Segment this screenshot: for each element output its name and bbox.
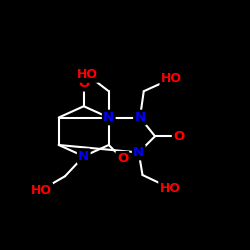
Text: N: N <box>134 111 145 124</box>
Text: HO: HO <box>77 68 98 82</box>
Text: O: O <box>173 130 184 143</box>
Text: O: O <box>78 77 90 90</box>
Text: N: N <box>103 111 114 124</box>
Text: N: N <box>78 150 89 163</box>
Text: O: O <box>117 152 128 165</box>
Text: HO: HO <box>160 182 180 194</box>
Text: N: N <box>133 146 144 159</box>
Text: HO: HO <box>31 184 52 196</box>
Text: HO: HO <box>161 72 182 85</box>
